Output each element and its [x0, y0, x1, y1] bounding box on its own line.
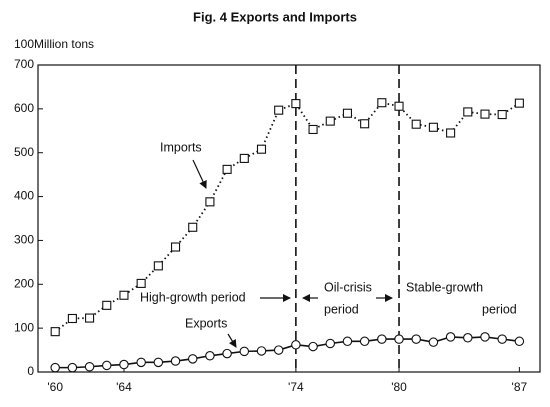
data-point: [445, 332, 456, 342]
data-point: [222, 348, 232, 359]
data-point: [85, 313, 95, 323]
data-point: [205, 351, 215, 361]
data-point: [428, 122, 438, 132]
data-point: [102, 300, 112, 310]
y-axis-label: 100Million tons: [14, 37, 94, 51]
data-point: [308, 124, 318, 135]
data-point: [153, 261, 163, 271]
data-point: [480, 109, 490, 119]
data-point: [187, 354, 198, 364]
annotation: period: [482, 302, 517, 316]
data-point: [497, 334, 507, 344]
y-tick-label: 300: [14, 233, 34, 247]
x-tick-label: '60: [47, 380, 63, 394]
data-point: [428, 337, 439, 347]
data-point: [274, 105, 284, 115]
data-point: [411, 334, 421, 344]
data-point: [463, 107, 473, 117]
data-point: [463, 333, 473, 343]
x-tick-label: '87: [512, 380, 528, 394]
data-point: [480, 332, 490, 342]
data-point: [188, 222, 198, 232]
data-point: [136, 357, 146, 368]
data-point: [446, 128, 456, 138]
data-point: [514, 336, 525, 347]
y-tick-label: 400: [14, 189, 34, 203]
data-point: [325, 116, 335, 126]
data-point: [256, 346, 267, 356]
data-point: [308, 341, 318, 352]
annotation: High-growth period: [140, 290, 246, 304]
y-tick-label: 100: [14, 320, 34, 334]
data-point: [342, 108, 353, 118]
data-point: [50, 362, 60, 373]
data-point: [291, 99, 301, 109]
data-point: [239, 153, 249, 163]
data-point: [222, 164, 232, 174]
data-point: [102, 360, 112, 371]
data-point: [497, 110, 507, 120]
data-point: [273, 345, 284, 355]
y-tick-label: 0: [27, 364, 34, 378]
data-point: [119, 359, 129, 370]
data-point: [119, 290, 129, 300]
data-point: [411, 119, 421, 129]
data-point: [67, 313, 77, 324]
arrow: [192, 159, 207, 189]
x-tick-label: '80: [391, 380, 407, 394]
data-point: [325, 338, 336, 349]
plot-frame: [37, 64, 541, 373]
data-point: [256, 144, 267, 154]
data-point: [84, 361, 95, 372]
data-point: [170, 356, 181, 366]
data-point: [394, 101, 404, 111]
data-point: [170, 242, 181, 252]
x-tick-label: '64: [116, 380, 132, 394]
data-point: [291, 340, 301, 350]
data-point: [359, 336, 370, 347]
arrow: [227, 333, 237, 348]
y-tick-label: 200: [14, 276, 34, 290]
series-line: [55, 336, 520, 369]
y-tick-label: 700: [14, 57, 34, 71]
data-point: [377, 98, 387, 108]
data-point: [50, 327, 60, 337]
data-point: [67, 362, 78, 373]
series-label: Exports: [185, 316, 227, 330]
data-point: [360, 119, 370, 129]
y-tick-label: 600: [14, 101, 34, 115]
x-tick-label: '74: [288, 380, 304, 394]
data-point: [136, 278, 146, 288]
data-point: [377, 334, 387, 344]
data-point: [153, 357, 164, 368]
data-point: [205, 197, 215, 207]
series-label: Imports: [160, 140, 202, 154]
series-line: [54, 101, 520, 333]
chart-title: Fig. 4 Exports and Imports: [193, 9, 357, 24]
data-point: [239, 346, 250, 357]
y-tick-label: 500: [14, 145, 34, 159]
annotation: period: [324, 302, 359, 316]
data-point: [342, 336, 353, 347]
annotation: Oil-crisis: [324, 280, 372, 294]
data-point: [514, 98, 524, 108]
annotation: Stable-growth: [406, 280, 483, 294]
data-point: [394, 334, 404, 344]
